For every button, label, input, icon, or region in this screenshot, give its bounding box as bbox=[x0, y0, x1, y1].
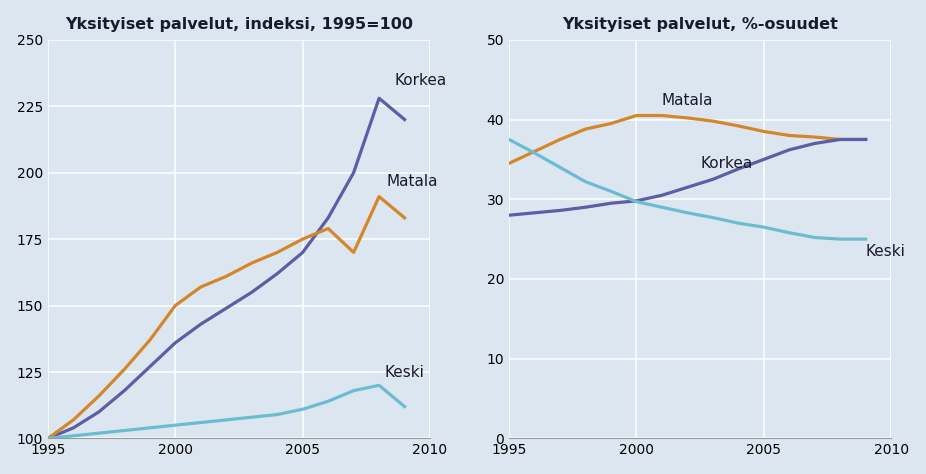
Title: Yksityiset palvelut, indeksi, 1995=100: Yksityiset palvelut, indeksi, 1995=100 bbox=[65, 17, 413, 32]
Text: Matala: Matala bbox=[662, 92, 713, 108]
Title: Yksityiset palvelut, %-osuudet: Yksityiset palvelut, %-osuudet bbox=[562, 17, 838, 32]
Text: Keski: Keski bbox=[866, 244, 906, 259]
Text: Keski: Keski bbox=[384, 365, 424, 380]
Text: Korkea: Korkea bbox=[700, 156, 753, 171]
Text: Matala: Matala bbox=[387, 173, 438, 189]
Text: Korkea: Korkea bbox=[394, 73, 446, 88]
